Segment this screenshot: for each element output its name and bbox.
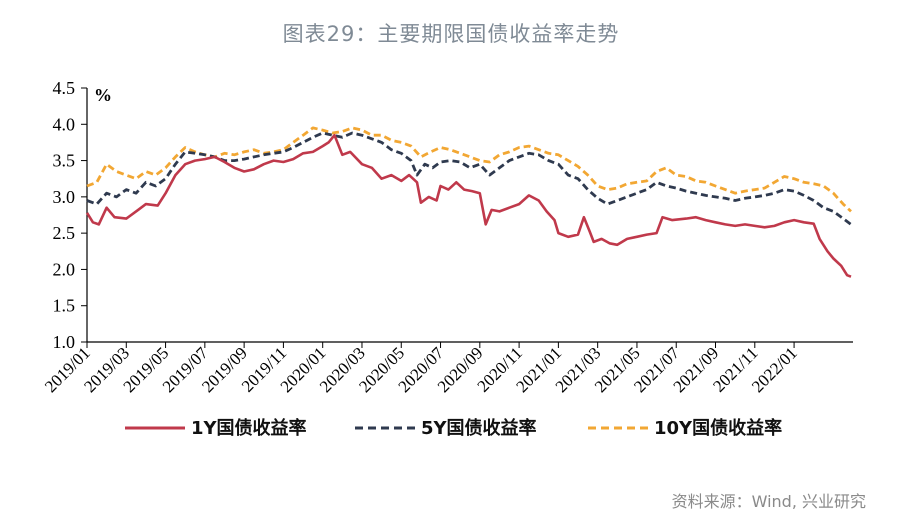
y-tick-label: 2.0 (53, 259, 76, 279)
legend-label-1: 5Y国债收益率 (421, 417, 537, 439)
y-tick-label: 3.5 (53, 151, 76, 171)
x-axis: 2019/012019/032019/052019/072019/092019/… (41, 341, 853, 396)
y-tick-label: 3.0 (53, 187, 76, 207)
source-note: 资料来源：Wind, 兴业研究 (671, 492, 866, 511)
legend-label-0: 1Y国债收益率 (191, 417, 307, 439)
series-lines (85, 126, 852, 278)
y-axis-unit-label: % (94, 85, 112, 105)
legend: 1Y国债收益率 5Y国债收益率 10Y国债收益率 (125, 417, 782, 439)
chart-title: 图表29：主要期限国债收益率走势 (282, 22, 620, 46)
legend-label-2: 10Y国债收益率 (654, 417, 782, 439)
series-line-0 (85, 133, 852, 278)
y-axis: 1.0 1.5 2.0 2.5 3.0 3.5 4.0 4.5 (53, 78, 88, 352)
y-tick-label: 1.0 (53, 332, 76, 352)
y-tick-label: 4.5 (53, 78, 76, 98)
series-line-1 (86, 131, 852, 226)
y-tick-label: 1.5 (53, 296, 76, 316)
y-tick-label: 2.5 (53, 223, 76, 243)
y-tick-label: 4.0 (53, 114, 76, 134)
